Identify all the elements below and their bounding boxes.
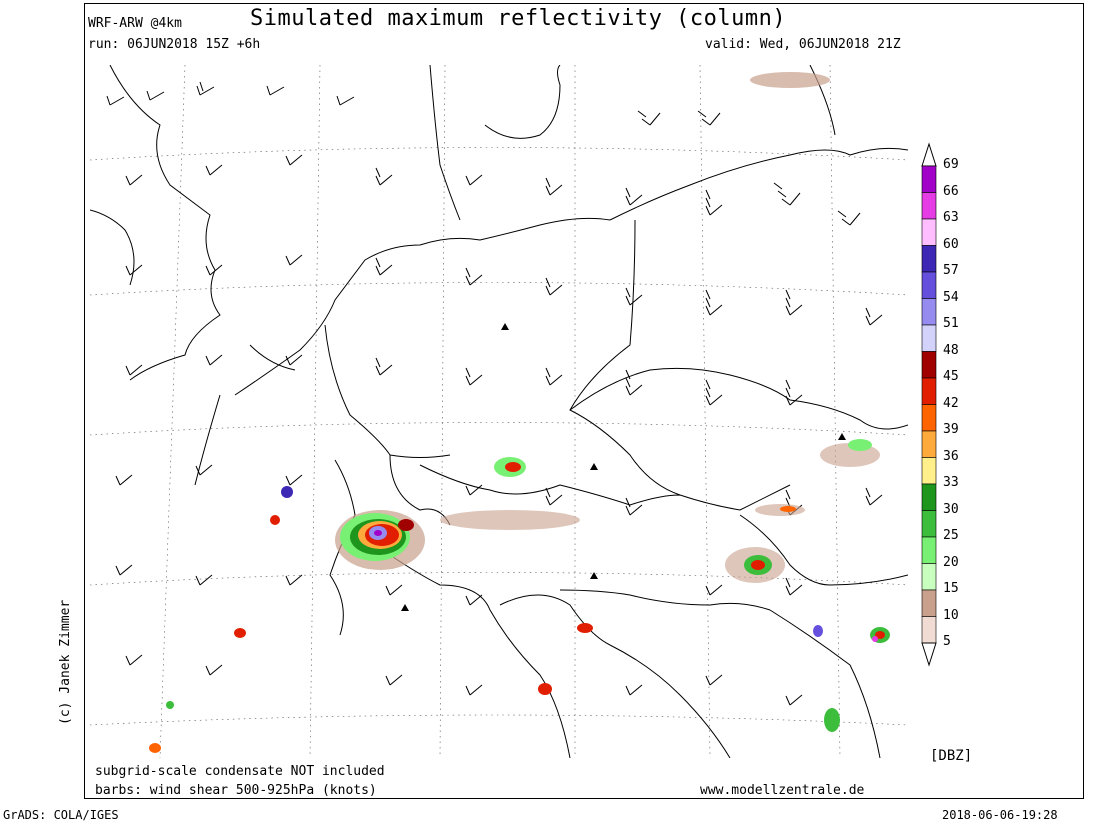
colorbar-unit: [DBZ] [930, 748, 973, 764]
colorbar-label-33: 33 [943, 475, 959, 490]
run-label: run: 06JUN2018 15Z +6h [88, 37, 261, 52]
colorbar-label-10: 10 [943, 607, 959, 623]
colorbar-swatch-10 [921, 616, 937, 644]
colorbar-swatch-66 [921, 192, 937, 220]
colorbar [921, 142, 937, 667]
colorbar-label-20: 20 [943, 554, 959, 570]
condensate-note: subgrid-scale condensate NOT included [95, 764, 385, 779]
colorbar-label-57: 57 [943, 263, 959, 278]
colorbar-label-15: 15 [943, 581, 959, 596]
map-plot [90, 65, 908, 758]
lat-lon-gridlines [90, 65, 908, 758]
valid-time-label: valid: Wed, 06JUN2018 21Z [705, 37, 901, 52]
colorbar-swatch-54 [921, 298, 937, 326]
wind-shear-barbs [106, 81, 883, 706]
colorbar-label-51: 51 [943, 316, 959, 331]
colorbar-swatch-33 [921, 483, 937, 511]
colorbar-top-arrow [921, 142, 937, 167]
map-background [90, 65, 908, 758]
colorbar-label-25: 25 [943, 528, 959, 543]
colorbar-swatch-69 [921, 165, 937, 193]
colorbar-label-42: 42 [943, 395, 959, 411]
colorbar-swatch-51 [921, 324, 937, 352]
colorbar-label-63: 63 [943, 210, 959, 225]
copyright-label: (c) Janek Zimmer [58, 599, 73, 725]
colorbar-swatch-30 [921, 510, 937, 538]
website-link[interactable]: www.modellzentrale.de [700, 783, 865, 798]
colorbar-label-69: 69 [943, 157, 959, 172]
colorbar-swatch-57 [921, 271, 937, 299]
reflectivity-echoes [149, 72, 890, 753]
colorbar-swatch-5 [921, 642, 937, 667]
colorbar-swatch-36 [921, 457, 937, 485]
colorbar-label-60: 60 [943, 236, 959, 252]
colorbar-label-5: 5 [943, 634, 951, 649]
colorbar-label-66: 66 [943, 183, 959, 199]
colorbar-label-48: 48 [943, 342, 959, 358]
colorbar-swatch-48 [921, 351, 937, 379]
chart-title: Simulated maximum reflectivity (column) [250, 6, 787, 31]
colorbar-swatch-45 [921, 377, 937, 405]
software-credit: GrADS: COLA/IGES [3, 808, 119, 822]
barbs-note: barbs: wind shear 500-925hPa (knots) [95, 783, 377, 798]
colorbar-swatch-15 [921, 589, 937, 617]
timestamp: 2018-06-06-19:28 [942, 808, 1058, 822]
colorbar-label-30: 30 [943, 501, 959, 517]
colorbar-swatch-25 [921, 536, 937, 564]
colorbar-label-45: 45 [943, 369, 959, 384]
colorbar-swatch-20 [921, 563, 937, 591]
model-label: WRF-ARW @4km [88, 16, 182, 31]
colorbar-label-36: 36 [943, 448, 959, 464]
colorbar-label-39: 39 [943, 422, 959, 437]
colorbar-swatch-63 [921, 218, 937, 246]
station-markers [401, 323, 846, 611]
chart-frame [84, 3, 1084, 799]
colorbar-swatch-39 [921, 430, 937, 458]
colorbar-label-54: 54 [943, 289, 959, 305]
colorbar-swatch-60 [921, 245, 937, 273]
colorbar-swatch-42 [921, 404, 937, 432]
